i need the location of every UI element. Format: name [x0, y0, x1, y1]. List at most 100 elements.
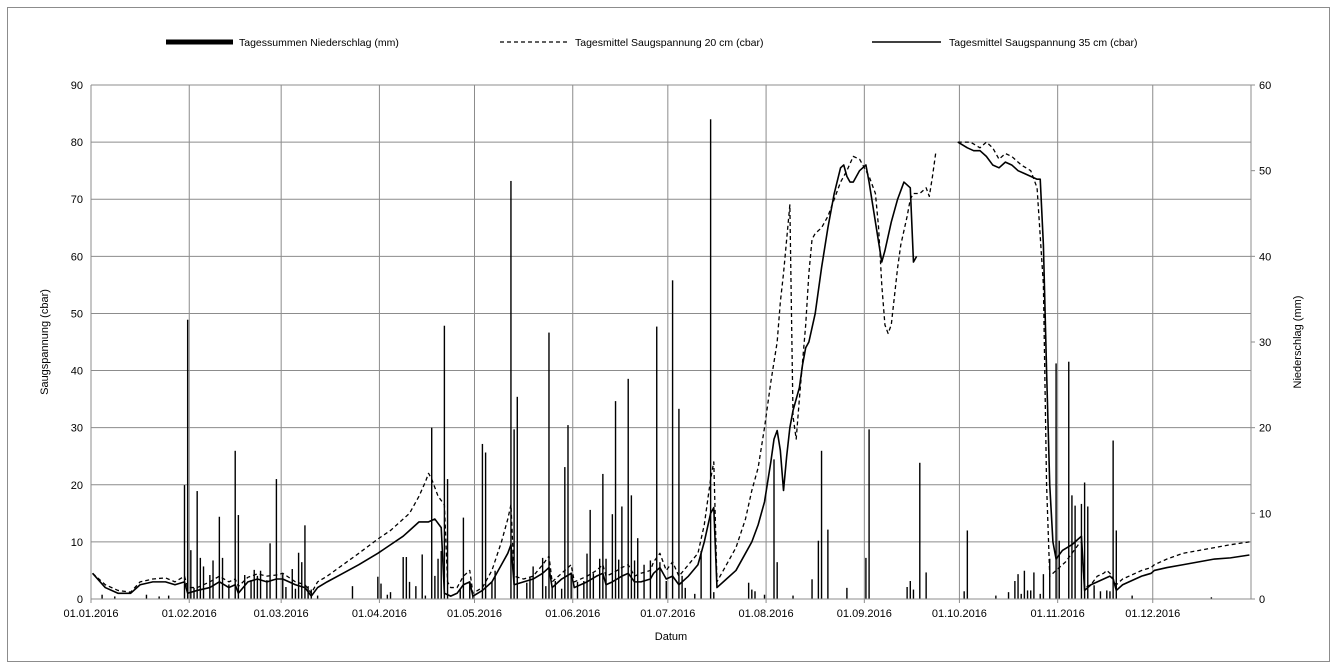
y-left-tick-label: 0	[77, 594, 83, 606]
precip-bar	[630, 495, 633, 599]
y-right-tick-label: 30	[1259, 337, 1271, 349]
precip-bar	[462, 517, 465, 599]
precip-bar	[234, 450, 236, 599]
precip-bar	[516, 396, 518, 599]
precip-bar	[602, 473, 604, 599]
precip-bar	[1083, 482, 1086, 599]
y-left-axis-label: Saugspannung (cbar)	[39, 289, 51, 395]
line-saugspannung-20cm	[92, 153, 937, 594]
precip-bar	[713, 592, 715, 599]
precip-bar	[237, 515, 240, 599]
precip-bar	[1042, 574, 1045, 599]
y-right-tick-label: 10	[1259, 508, 1271, 520]
precip-bar	[659, 562, 661, 599]
precip-bar	[266, 580, 268, 599]
precip-bar	[424, 595, 427, 599]
x-tick-label: 01.09.2016	[837, 608, 892, 620]
precip-bar	[671, 280, 674, 599]
grid-lines	[90, 84, 1252, 600]
x-tick-label: 01.07.2016	[640, 608, 695, 620]
y-left-tick-label: 80	[71, 137, 83, 149]
precip-bar	[1026, 590, 1029, 599]
x-axis-label: Datum	[655, 631, 687, 643]
precip-bar	[909, 581, 911, 599]
line-saugspannung-35cm	[957, 141, 1250, 592]
precip-bar	[1020, 593, 1022, 599]
precip-bar	[437, 558, 439, 599]
x-tick-label: 01.11.2016	[1031, 608, 1085, 620]
precip-bar	[494, 570, 496, 599]
y-left-tick-label: 20	[71, 480, 83, 492]
legend-label: Tagesmittel Saugspannung 35 cm (cbar)	[949, 37, 1138, 49]
precip-bar	[554, 581, 557, 599]
precip-bar	[386, 594, 389, 599]
precip-bar	[1093, 585, 1095, 599]
precip-bar	[551, 587, 553, 599]
precip-bar	[827, 529, 829, 599]
precip-bar	[605, 558, 607, 599]
precip-bar	[1033, 572, 1035, 599]
precip-bar	[637, 538, 639, 599]
precip-bar	[754, 591, 756, 599]
precip-bar	[469, 583, 471, 599]
precip-bar	[906, 587, 908, 599]
x-tick-label: 01.02.2016	[162, 608, 217, 620]
x-tick-label: 01.08.2016	[739, 608, 794, 620]
precip-bar	[817, 540, 820, 599]
y-right-axis-label: Niederschlag (mm)	[1292, 296, 1304, 389]
precip-bar	[868, 429, 870, 599]
precip-bar	[193, 587, 195, 599]
precip-bar	[101, 594, 103, 599]
precip-bar	[589, 509, 591, 599]
precip-bar	[1023, 570, 1026, 599]
precip-bar	[244, 575, 246, 599]
precip-bar	[776, 562, 778, 599]
precip-bar	[548, 332, 550, 599]
precip-bar	[484, 452, 487, 599]
precip-bar	[1109, 591, 1111, 599]
y-left-tick-label: 50	[71, 308, 83, 320]
precip-bar	[199, 557, 202, 599]
precip-bar	[472, 595, 474, 599]
precip-bar	[434, 575, 436, 599]
precip-bar	[1210, 597, 1213, 599]
y-left-tick-label: 70	[71, 194, 83, 206]
y-right-tick-label: 50	[1259, 166, 1271, 178]
precip-bar	[792, 595, 794, 599]
precip-bar	[678, 408, 680, 599]
precip-bar	[228, 584, 230, 599]
precip-bar	[912, 589, 915, 599]
precip-bar	[196, 491, 198, 599]
precip-bar	[259, 570, 262, 599]
precip-bar	[1030, 590, 1032, 599]
precip-bar	[656, 326, 658, 599]
precip-bar	[694, 593, 696, 599]
precip-bar	[1014, 581, 1016, 599]
precip-bar	[256, 575, 259, 599]
precip-bar	[1039, 593, 1041, 599]
precip-bar	[269, 543, 271, 599]
precip-bar	[576, 581, 579, 599]
precip-bar	[1087, 506, 1089, 599]
precip-bar	[627, 378, 629, 599]
precip-bar	[614, 401, 617, 599]
precip-bar	[545, 586, 547, 599]
precip-bar	[282, 574, 284, 599]
precip-bar	[583, 581, 585, 599]
precip-bar	[316, 595, 319, 599]
precip-bar	[380, 583, 382, 599]
line-saugspannung-35cm	[91, 164, 918, 597]
chart-frame: 0 10 20 30 40 50 60 70 80 90 0 10 20 30 40 50 60 01.01.20…	[7, 7, 1330, 662]
precip-bar	[440, 551, 442, 599]
y-left-tick-label: 10	[71, 537, 83, 549]
precip-bar	[443, 325, 446, 599]
precip-bar	[567, 425, 569, 599]
precip-bar	[529, 577, 531, 599]
precip-bar	[190, 550, 192, 599]
precip-bar	[763, 594, 766, 599]
precip-bar	[1017, 574, 1019, 599]
precip-bar	[1071, 495, 1073, 599]
line-series	[91, 141, 1250, 597]
precip-bar	[560, 588, 563, 599]
precip-bar	[1099, 591, 1102, 599]
